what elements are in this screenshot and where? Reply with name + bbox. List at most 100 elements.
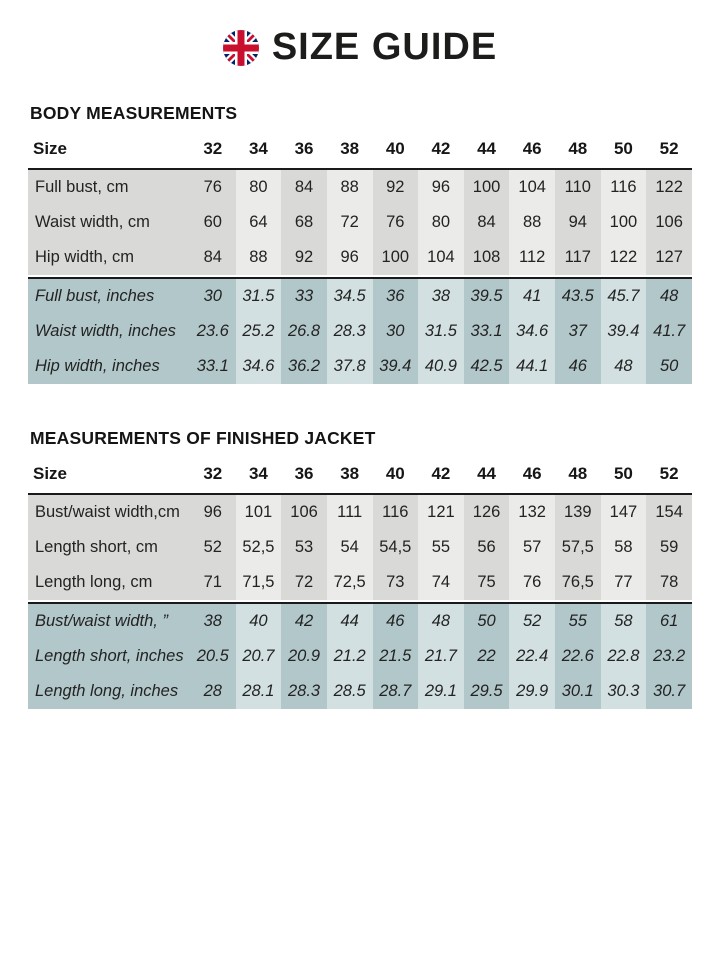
size-header-cell: 36 xyxy=(281,457,327,495)
value-cell: 84 xyxy=(281,170,327,205)
table-row: Bust/waist width, ” 38 40 42 44 46 48 50 52 55 58 6… xyxy=(28,602,692,639)
value-cell: 76 xyxy=(190,170,236,205)
value-cell: 75 xyxy=(463,565,510,602)
value-cell: 54,5 xyxy=(372,530,419,565)
uk-flag-icon xyxy=(222,29,259,66)
page-title: SIZE GUIDE xyxy=(271,26,498,68)
value-cell: 34.6 xyxy=(509,314,555,349)
value-cell: 34.6 xyxy=(235,349,282,384)
value-cell: 55 xyxy=(555,602,601,639)
value-cell: 37 xyxy=(555,314,601,349)
size-header-cell: 46 xyxy=(509,132,555,170)
size-header-cell: 50 xyxy=(600,132,647,170)
value-cell: 39.4 xyxy=(372,349,419,384)
value-cell: 59 xyxy=(646,530,692,565)
value-cell: 112 xyxy=(509,240,555,277)
size-column-header: Size xyxy=(28,132,190,170)
value-cell: 56 xyxy=(463,530,510,565)
value-cell: 34.5 xyxy=(326,277,373,314)
value-cell: 58 xyxy=(600,530,647,565)
value-cell: 52 xyxy=(190,530,236,565)
size-header-cell: 44 xyxy=(463,132,510,170)
size-header-cell: 50 xyxy=(600,457,647,495)
value-cell: 28.5 xyxy=(326,674,373,709)
table-row: Full bust, inches 30 31.5 33 34.5 36 38 39.5 41 4… xyxy=(28,277,692,314)
value-cell: 30 xyxy=(190,277,236,314)
size-header-cell: 52 xyxy=(646,457,692,495)
row-label: Length long, inches xyxy=(28,674,190,709)
value-cell: 126 xyxy=(463,495,510,530)
value-cell: 116 xyxy=(600,170,647,205)
table-row: Hip width, cm 84 88 92 96 100 104 108 112 117 122 1… xyxy=(28,240,692,277)
value-cell: 53 xyxy=(281,530,327,565)
row-label: Length long, cm xyxy=(28,565,190,602)
value-cell: 84 xyxy=(190,240,236,277)
value-cell: 21.5 xyxy=(372,639,419,674)
value-cell: 29.9 xyxy=(509,674,555,709)
value-cell: 23.2 xyxy=(646,639,692,674)
value-cell: 31.5 xyxy=(235,277,282,314)
value-cell: 45.7 xyxy=(600,277,647,314)
value-cell: 100 xyxy=(600,205,647,240)
value-cell: 28.3 xyxy=(326,314,373,349)
value-cell: 96 xyxy=(190,495,236,530)
value-cell: 31.5 xyxy=(418,314,464,349)
table-row: Length short, inches 20.5 20.7 20.9 21.2 21.5… xyxy=(28,639,692,674)
value-cell: 33.1 xyxy=(190,349,236,384)
value-cell: 20.9 xyxy=(281,639,327,674)
table-row: Length short, cm 52 52,5 53 54 54,5 55 56 57 57,5… xyxy=(28,530,692,565)
value-cell: 111 xyxy=(326,495,373,530)
size-header-cell: 32 xyxy=(190,132,236,170)
value-cell: 42 xyxy=(281,602,327,639)
section-body-measurements: BODY MEASUREMENTS Size 32 34 36 38 40 42 44 46 48… xyxy=(0,103,720,384)
value-cell: 41 xyxy=(509,277,555,314)
value-cell: 54 xyxy=(326,530,373,565)
size-header-cell: 34 xyxy=(235,457,282,495)
value-cell: 36.2 xyxy=(281,349,327,384)
value-cell: 30 xyxy=(372,314,419,349)
size-header-cell: 48 xyxy=(555,457,601,495)
value-cell: 71 xyxy=(190,565,236,602)
value-cell: 117 xyxy=(555,240,601,277)
value-cell: 106 xyxy=(646,205,692,240)
value-cell: 71,5 xyxy=(235,565,282,602)
value-cell: 37.8 xyxy=(326,349,373,384)
row-label: Hip width, inches xyxy=(28,349,190,384)
value-cell: 43.5 xyxy=(555,277,601,314)
value-cell: 121 xyxy=(418,495,464,530)
value-cell: 78 xyxy=(646,565,692,602)
value-cell: 48 xyxy=(646,277,692,314)
value-cell: 104 xyxy=(418,240,464,277)
value-cell: 58 xyxy=(600,602,647,639)
value-cell: 30.1 xyxy=(555,674,601,709)
value-cell: 36 xyxy=(372,277,419,314)
size-header-cell: 52 xyxy=(646,132,692,170)
value-cell: 106 xyxy=(281,495,327,530)
value-cell: 25.2 xyxy=(235,314,282,349)
value-cell: 26.8 xyxy=(281,314,327,349)
value-cell: 92 xyxy=(372,170,419,205)
size-header-cell: 40 xyxy=(372,457,419,495)
value-cell: 76 xyxy=(372,205,419,240)
row-label: Hip width, cm xyxy=(28,240,190,277)
value-cell: 100 xyxy=(463,170,510,205)
value-cell: 40.9 xyxy=(418,349,464,384)
value-cell: 38 xyxy=(418,277,464,314)
section-finished-jacket: MEASUREMENTS OF FINISHED JACKET Size 32 34… xyxy=(0,428,720,709)
value-cell: 20.5 xyxy=(190,639,236,674)
row-label: Full bust, inches xyxy=(28,277,190,314)
value-cell: 22 xyxy=(463,639,510,674)
value-cell: 122 xyxy=(600,240,647,277)
value-cell: 94 xyxy=(555,205,601,240)
value-cell: 40 xyxy=(235,602,282,639)
value-cell: 52,5 xyxy=(235,530,282,565)
value-cell: 72,5 xyxy=(326,565,373,602)
value-cell: 22.6 xyxy=(555,639,601,674)
size-header-row: Size 32 34 36 38 40 42 44 46 48 50 52 xyxy=(28,457,692,495)
value-cell: 22.4 xyxy=(509,639,555,674)
value-cell: 21.7 xyxy=(418,639,464,674)
table-row: Hip width, inches 33.1 34.6 36.2 37.8 39.4 40.… xyxy=(28,349,692,384)
value-cell: 77 xyxy=(600,565,647,602)
value-cell: 39.5 xyxy=(463,277,510,314)
